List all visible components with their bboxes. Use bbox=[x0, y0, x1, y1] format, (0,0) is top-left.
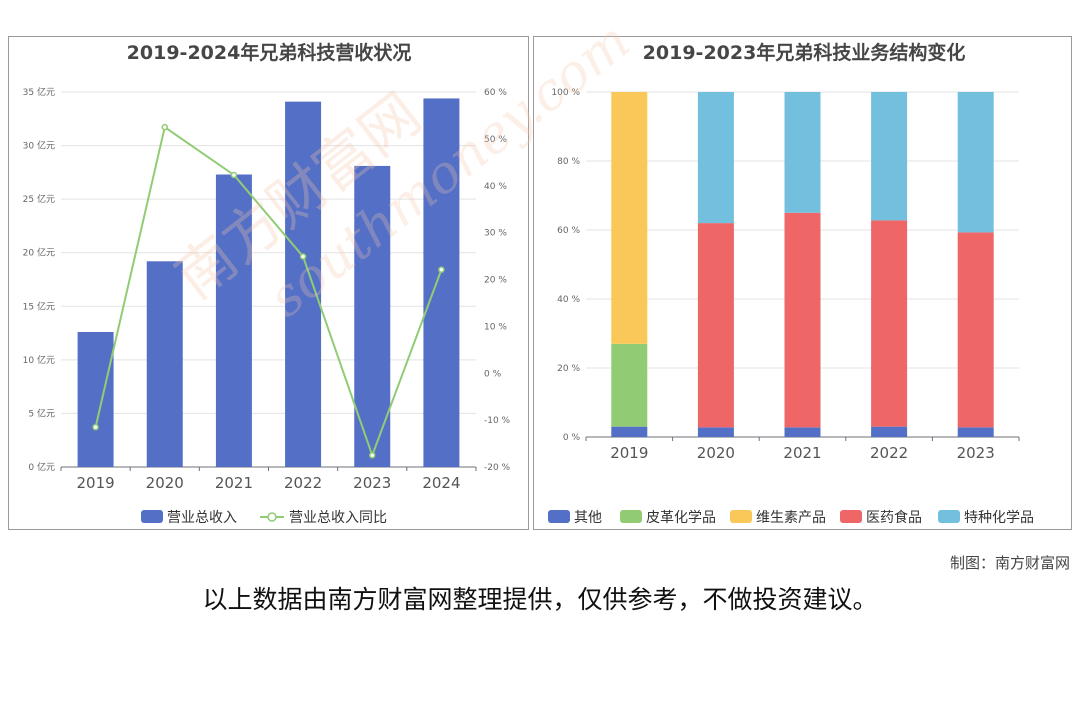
legend-label-yoy: 营业总收入同比 bbox=[289, 510, 387, 526]
legend-label: 皮革化学品 bbox=[646, 510, 716, 526]
y-right-tick-label: -10 % bbox=[484, 416, 511, 426]
legend-label: 医药食品 bbox=[866, 509, 922, 526]
y-tick-label: 100 % bbox=[551, 88, 580, 98]
y-right-tick-label: 0 % bbox=[484, 369, 502, 379]
yoy-point bbox=[92, 423, 99, 431]
stacked-bar-segment bbox=[957, 427, 994, 437]
legend-label: 其他 bbox=[574, 510, 602, 526]
y-right-tick-label: 40 % bbox=[484, 182, 507, 192]
x-tick-label: 2022 bbox=[284, 474, 322, 492]
revenue-bar bbox=[285, 101, 322, 468]
legend-swatch bbox=[548, 510, 570, 523]
revenue-bar bbox=[146, 261, 183, 467]
y-tick-label: 40 % bbox=[557, 295, 580, 305]
y-left-tick-label: 15 亿元 bbox=[23, 300, 55, 312]
y-right-tick-label: -20 % bbox=[484, 463, 511, 473]
stacked-bar-segment bbox=[957, 232, 994, 428]
y-left-tick-label: 0 亿元 bbox=[28, 461, 55, 473]
legend-swatch-yoy-marker bbox=[267, 512, 277, 522]
yoy-point bbox=[161, 123, 168, 131]
revenue-bar bbox=[354, 165, 391, 467]
y-left-tick-label: 20 亿元 bbox=[23, 247, 55, 259]
legend-swatch bbox=[620, 510, 642, 523]
x-tick-label: 2024 bbox=[422, 474, 460, 492]
y-left-tick-label: 10 亿元 bbox=[23, 354, 55, 366]
x-tick-label: 2023 bbox=[353, 474, 391, 492]
y-right-tick-label: 30 % bbox=[484, 229, 507, 239]
y-tick-label: 0 % bbox=[563, 433, 581, 443]
x-tick-label: 2022 bbox=[870, 444, 908, 462]
legend-label-revenue: 营业总收入 bbox=[167, 510, 237, 526]
stacked-bar-segment bbox=[611, 426, 648, 437]
revenue-bar bbox=[215, 174, 252, 467]
x-tick-label: 2019 bbox=[610, 444, 648, 462]
legend-label: 维生素产品 bbox=[756, 510, 826, 526]
revenue-bar bbox=[77, 332, 114, 467]
legend-label: 特种化学品 bbox=[964, 510, 1034, 526]
stacked-bar-segment bbox=[871, 92, 908, 221]
legend-swatch bbox=[840, 510, 862, 523]
yoy-point bbox=[299, 253, 307, 260]
stacked-bar-segment bbox=[611, 343, 648, 427]
y-right-tick-label: 20 % bbox=[484, 276, 507, 286]
stacked-bar-segment bbox=[957, 92, 994, 233]
stacked-bar-segment bbox=[871, 426, 908, 437]
stacked-bar-segment bbox=[697, 427, 734, 437]
disclaimer-footnote: 以上数据由南方财富网整理提供，仅供参考，不做投资建议。 bbox=[202, 585, 878, 614]
yoy-point bbox=[230, 171, 238, 179]
x-tick-label: 2020 bbox=[146, 474, 184, 492]
y-tick-label: 20 % bbox=[557, 364, 580, 374]
x-tick-label: 2019 bbox=[76, 474, 114, 492]
x-tick-label: 2021 bbox=[783, 444, 821, 462]
stacked-bar-segment bbox=[697, 223, 734, 428]
y-left-tick-label: 30 亿元 bbox=[23, 140, 55, 152]
chart-title: 2019-2024年兄弟科技营收状况 bbox=[127, 41, 412, 64]
x-tick-label: 2023 bbox=[957, 444, 995, 462]
legend-swatch bbox=[730, 510, 752, 523]
y-tick-label: 60 % bbox=[557, 226, 580, 236]
stacked-bar-segment bbox=[784, 427, 821, 437]
x-tick-label: 2021 bbox=[215, 474, 253, 492]
yoy-line bbox=[94, 125, 443, 459]
legend-swatch bbox=[938, 510, 960, 523]
revenue-chart-panel: 2019-2024年兄弟科技营收状况 0 亿元 5 亿元 10 亿元 15 亿元 20 亿… bbox=[8, 36, 529, 530]
stacked-bar-segment bbox=[784, 212, 821, 428]
stacked-bar-segment bbox=[784, 92, 821, 213]
y-right-tick-label: 60 % bbox=[484, 88, 507, 98]
y-right-tick-label: 10 % bbox=[484, 322, 507, 332]
legend-swatch-revenue bbox=[141, 510, 163, 523]
stacked-bar-segment bbox=[871, 220, 908, 427]
yoy-point bbox=[438, 266, 445, 273]
y-right-tick-label: 50 % bbox=[484, 135, 507, 145]
x-tick-label: 2020 bbox=[697, 444, 735, 462]
y-left-tick-label: 5 亿元 bbox=[28, 407, 55, 419]
chart-title: 2019-2023年兄弟科技业务结构变化 bbox=[643, 41, 966, 64]
chart-credit: 制图：南方财富网 bbox=[949, 554, 1070, 572]
structure-chart: 2019-2023年兄弟科技业务结构变化 0 % 20 % 40 % 60 % 80 % 1… bbox=[548, 41, 1034, 526]
structure-chart-panel: 2019-2023年兄弟科技业务结构变化 0 % 20 % 40 % 60 % 80 % 1… bbox=[533, 36, 1072, 530]
revenue-bar bbox=[423, 98, 460, 467]
y-tick-label: 80 % bbox=[557, 157, 580, 167]
revenue-chart: 2019-2024年兄弟科技营收状况 0 亿元 5 亿元 10 亿元 15 亿元 20 亿… bbox=[23, 41, 511, 526]
y-left-tick-label: 25 亿元 bbox=[23, 193, 55, 205]
stacked-bar-segment bbox=[611, 92, 648, 344]
y-left-tick-label: 35 亿元 bbox=[23, 86, 55, 98]
yoy-point bbox=[369, 452, 376, 459]
stacked-bar-segment bbox=[697, 92, 734, 224]
